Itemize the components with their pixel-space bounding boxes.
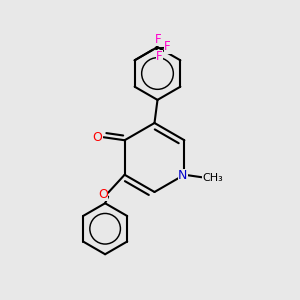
Text: O: O: [98, 188, 108, 201]
Text: O: O: [92, 131, 102, 144]
Text: N: N: [178, 169, 188, 182]
Text: CH₃: CH₃: [202, 173, 223, 183]
Text: F: F: [156, 50, 163, 63]
Text: F: F: [164, 40, 171, 53]
Text: F: F: [155, 33, 161, 46]
